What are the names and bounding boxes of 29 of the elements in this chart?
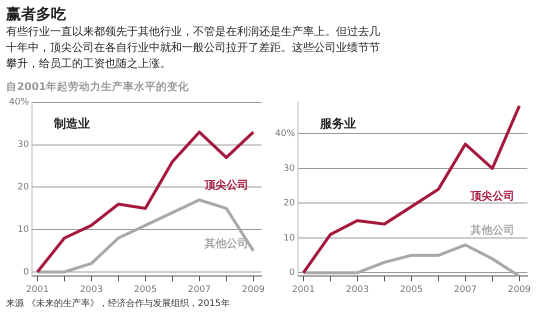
y-tick-label: 20 bbox=[284, 198, 296, 209]
text: 服务业 bbox=[319, 116, 356, 131]
x-tick-label: 2001 bbox=[292, 284, 315, 295]
y-tick-label: 30 bbox=[284, 164, 296, 174]
y-tick-label: 10 bbox=[18, 224, 30, 235]
y-tick-label: 20 bbox=[18, 182, 30, 193]
text: 赢者多吃 bbox=[6, 4, 67, 24]
text: 顶尖公司 bbox=[469, 189, 514, 202]
x-tick-label: 2005 bbox=[400, 284, 423, 295]
x-tick-label: 2007 bbox=[188, 284, 211, 295]
x-tick-label: 2003 bbox=[80, 284, 103, 295]
x-tick-label: 2005 bbox=[134, 284, 157, 295]
x-tick-label: 2001 bbox=[26, 284, 49, 295]
series-label: 其他公司 bbox=[469, 224, 514, 237]
y-tick-label: 40% bbox=[274, 129, 296, 140]
x-tick-label: 2007 bbox=[454, 284, 477, 295]
text: 自2001年起劳动力生产率水平的变化 bbox=[6, 80, 190, 94]
y-tick-label: 30 bbox=[18, 140, 30, 150]
source-note: 来源 《未来的生产率》，经济合作与发展组织，2015年 bbox=[6, 298, 231, 310]
x-tick-label: 2003 bbox=[346, 284, 369, 295]
text: 顶尖公司 bbox=[203, 178, 248, 192]
text: 制造业 bbox=[53, 116, 90, 131]
y-tick-label: 40% bbox=[8, 98, 30, 108]
y-tick-label: 10 bbox=[284, 233, 296, 244]
y-tick-label: 0 bbox=[23, 267, 30, 278]
x-tick-label: 2009 bbox=[242, 284, 266, 295]
text: 有些行业一直以来都领先于其他行业，不管是在利润还是生产率上。但过去几十年中，顶尖公司在各自行业中就和一般公司拉开了差距。这些公司业绩节节攀升，给员工的工资也随之上涨。 bbox=[6, 24, 381, 72]
x-tick-label: 2009 bbox=[508, 284, 532, 295]
y-tick-label: 0 bbox=[289, 268, 296, 278]
